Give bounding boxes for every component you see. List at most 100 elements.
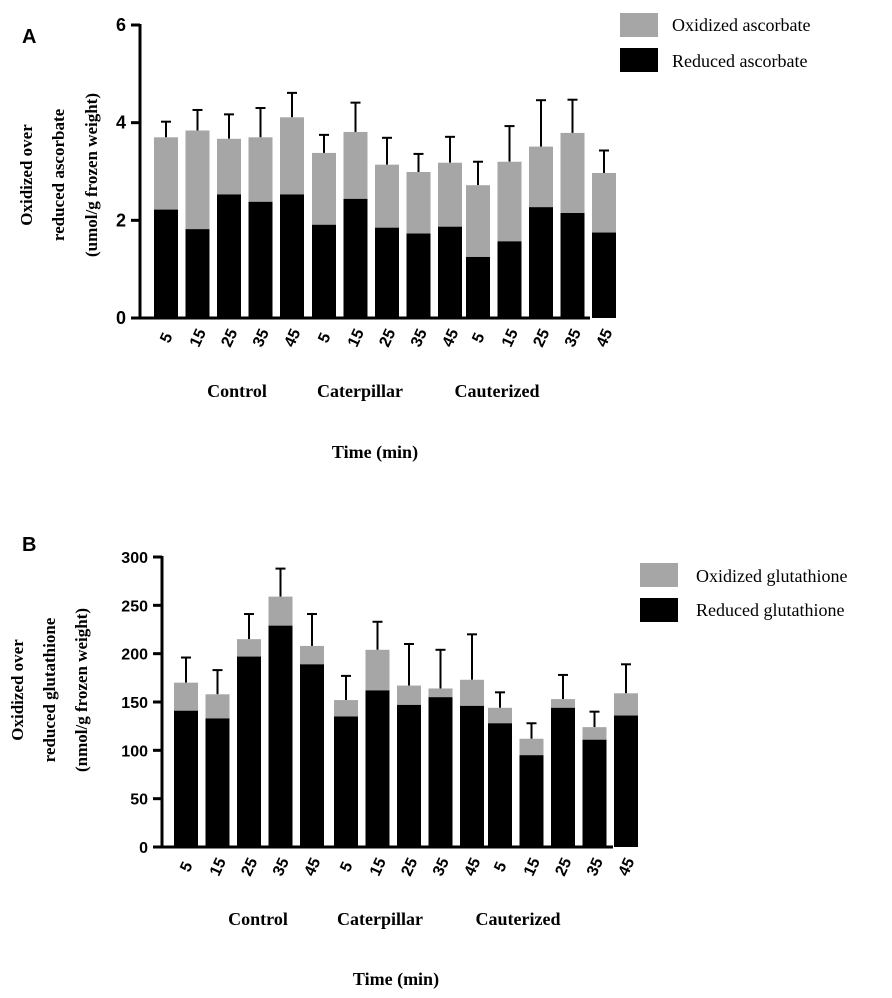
panel-a-label: A xyxy=(22,26,36,48)
panel-b-legend-label-oxidized: Oxidized glutathione xyxy=(696,566,847,586)
panel-a-cauterized-25-tick-label: 25 xyxy=(530,326,553,349)
panel-a-control-5-reduced-bar xyxy=(154,209,178,318)
panel-a-control-45-oxidized-bar xyxy=(280,117,304,195)
panel-a-xlabel: Time (min) xyxy=(332,442,418,463)
panel-b-control-45-reduced-bar xyxy=(300,664,324,847)
panel-a-cauterized-25-oxidized-bar xyxy=(529,146,553,208)
panel-b-caterpillar-15-tick-label: 15 xyxy=(367,855,390,878)
panel-a-caterpillar-15-reduced-bar xyxy=(343,198,368,318)
panel-a-group-label-caterpillar: Caterpillar xyxy=(317,381,403,401)
panel-a-caterpillar-25-tick-label: 25 xyxy=(376,326,399,349)
panel-b-ytick-label-2: 100 xyxy=(121,743,148,760)
panel-b-caterpillar-5-oxidized-bar xyxy=(334,700,358,717)
panel-b-control-35-reduced-bar xyxy=(268,625,293,847)
panel-b-cauterized-15-tick-label: 15 xyxy=(521,855,544,878)
panel-b-caterpillar-25-reduced-bar xyxy=(397,704,421,847)
panel-a-caterpillar-45-tick-label: 45 xyxy=(439,326,462,349)
panel-a-caterpillar-5-oxidized-bar xyxy=(312,152,336,225)
panel-a-cauterized-35-oxidized-bar xyxy=(560,132,585,214)
panel-b-ytick-label-5: 250 xyxy=(121,598,148,615)
panel-a-ytick-label-3: 6 xyxy=(116,15,126,35)
panel-a-legend-swatch-reduced xyxy=(620,48,658,72)
panel-b-group-label-cauterized: Cauterized xyxy=(476,909,561,929)
panel-b-control-15-tick-label: 15 xyxy=(207,855,230,878)
panel-b-legend: Oxidized glutathione Reduced glutathione xyxy=(640,563,847,622)
panel-b-ytick-label-1: 50 xyxy=(130,792,148,809)
panel-b-ytick-label-6: 300 xyxy=(121,550,148,567)
panel-a-cauterized-5-reduced-bar xyxy=(466,256,490,318)
panel-b-caterpillar-15-oxidized-bar xyxy=(365,649,390,691)
panel-a-group-label-cauterized: Cauterized xyxy=(455,381,540,401)
panel-a-caterpillar-5-tick-label: 5 xyxy=(315,330,334,345)
panel-b-cauterized-35-reduced-bar xyxy=(582,739,607,847)
panel-b-ytick-label-0: 0 xyxy=(139,840,148,857)
panel-a-control-35-tick-label: 35 xyxy=(250,326,273,349)
panel-a-ytick-label-0: 0 xyxy=(116,308,126,328)
panel-b-cauterized-15-reduced-bar xyxy=(519,755,544,847)
panel-b-ylabel-line1: Oxidized over xyxy=(8,639,27,741)
panel-b-control-5-reduced-bar xyxy=(174,710,198,847)
panel-a-cauterized-45-reduced-bar xyxy=(592,232,616,318)
panel-b-legend-label-reduced: Reduced glutathione xyxy=(696,600,844,620)
panel-a-cauterized-15-tick-label: 15 xyxy=(499,326,522,349)
panel-b-caterpillar-5-reduced-bar xyxy=(334,716,358,847)
panel-b-cauterized-25-tick-label: 25 xyxy=(552,855,575,878)
panel-a-cauterized-15-reduced-bar xyxy=(497,241,522,318)
panel-a-legend-label-oxidized: Oxidized ascorbate xyxy=(672,15,810,35)
panel-b-cauterized-25-oxidized-bar xyxy=(551,699,575,708)
panel-b-control-15-reduced-bar xyxy=(205,718,230,847)
panel-b-caterpillar-35-tick-label: 35 xyxy=(430,855,453,878)
panel-b-control-35-tick-label: 35 xyxy=(270,855,293,878)
panel-a-group-label-control: Control xyxy=(207,381,267,401)
panel-a-cauterized-35-reduced-bar xyxy=(560,213,585,318)
panel-b-control-5-oxidized-bar xyxy=(174,682,198,711)
panel-a-ylabel-line1: Oxidized over xyxy=(17,124,36,226)
panel-b-control-35-oxidized-bar xyxy=(268,596,293,626)
panel-b-caterpillar-45-oxidized-bar xyxy=(460,679,484,706)
panel-a-cauterized-15-oxidized-bar xyxy=(497,161,522,242)
panel-b-control-25-oxidized-bar xyxy=(237,639,261,657)
panel-b-legend-swatch-oxidized xyxy=(640,563,678,587)
panel-b-group-label-caterpillar: Caterpillar xyxy=(337,909,423,929)
panel-b-ytick-label-4: 200 xyxy=(121,647,148,664)
panel-b-caterpillar-35-reduced-bar xyxy=(428,697,453,847)
panel-b-cauterized-5-oxidized-bar xyxy=(488,707,512,724)
panel-a-caterpillar-45-reduced-bar xyxy=(438,226,462,318)
panel-a-control-15-reduced-bar xyxy=(185,229,210,318)
panel-b-legend-swatch-reduced xyxy=(640,598,678,622)
panel-a-cauterized-35-tick-label: 35 xyxy=(562,326,585,349)
panel-b-cauterized-5-reduced-bar xyxy=(488,723,512,847)
panel-a-control-25-reduced-bar xyxy=(217,194,241,318)
panel-a-caterpillar-45-oxidized-bar xyxy=(438,162,462,227)
panel-a-control-15-oxidized-bar xyxy=(185,130,210,230)
panel-b-cauterized-45-reduced-bar xyxy=(614,715,638,847)
panel-a-legend-label-reduced: Reduced ascorbate xyxy=(672,51,807,71)
panel-a-cauterized-25-reduced-bar xyxy=(529,207,553,318)
panel-b-caterpillar-45-tick-label: 45 xyxy=(461,855,484,878)
panel-b-ytick-label-3: 150 xyxy=(121,695,148,712)
panel-a-caterpillar-5-reduced-bar xyxy=(312,224,336,318)
panel-b-ylabel: Oxidized over reduced glutathione (nmol/… xyxy=(8,608,91,772)
panel-a-ytick-label-1: 2 xyxy=(116,210,126,230)
panel-a-control-45-tick-label: 45 xyxy=(281,326,304,349)
panel-a-caterpillar-15-oxidized-bar xyxy=(343,131,368,199)
panel-b-group-label-control: Control xyxy=(228,909,288,929)
panel-b-caterpillar-5-tick-label: 5 xyxy=(337,859,356,874)
panel-a-control-5-tick-label: 5 xyxy=(157,330,176,345)
panel-b-cauterized-5-tick-label: 5 xyxy=(491,859,510,874)
panel-a-control-5-oxidized-bar xyxy=(154,137,178,210)
panel-a-control-35-oxidized-bar xyxy=(248,137,273,202)
panel-a-control-35-reduced-bar xyxy=(248,201,273,318)
panel-b-caterpillar-25-tick-label: 25 xyxy=(398,855,421,878)
panel-b-control-45-tick-label: 45 xyxy=(301,855,324,878)
panel-b-caterpillar-15-reduced-bar xyxy=(365,690,390,847)
panel-b-cauterized-45-tick-label: 45 xyxy=(615,855,638,878)
panel-b-caterpillar-25-oxidized-bar xyxy=(397,685,421,705)
panel-a-legend: Oxidized ascorbate Reduced ascorbate xyxy=(620,13,810,72)
panel-b-control-25-tick-label: 25 xyxy=(238,855,261,878)
panel-a-caterpillar-25-reduced-bar xyxy=(375,227,399,318)
panel-b-ylabel-line2: reduced glutathione xyxy=(40,617,59,762)
panel-a-caterpillar-35-oxidized-bar xyxy=(406,171,431,234)
panel-a-ytick-label-2: 4 xyxy=(116,113,126,133)
